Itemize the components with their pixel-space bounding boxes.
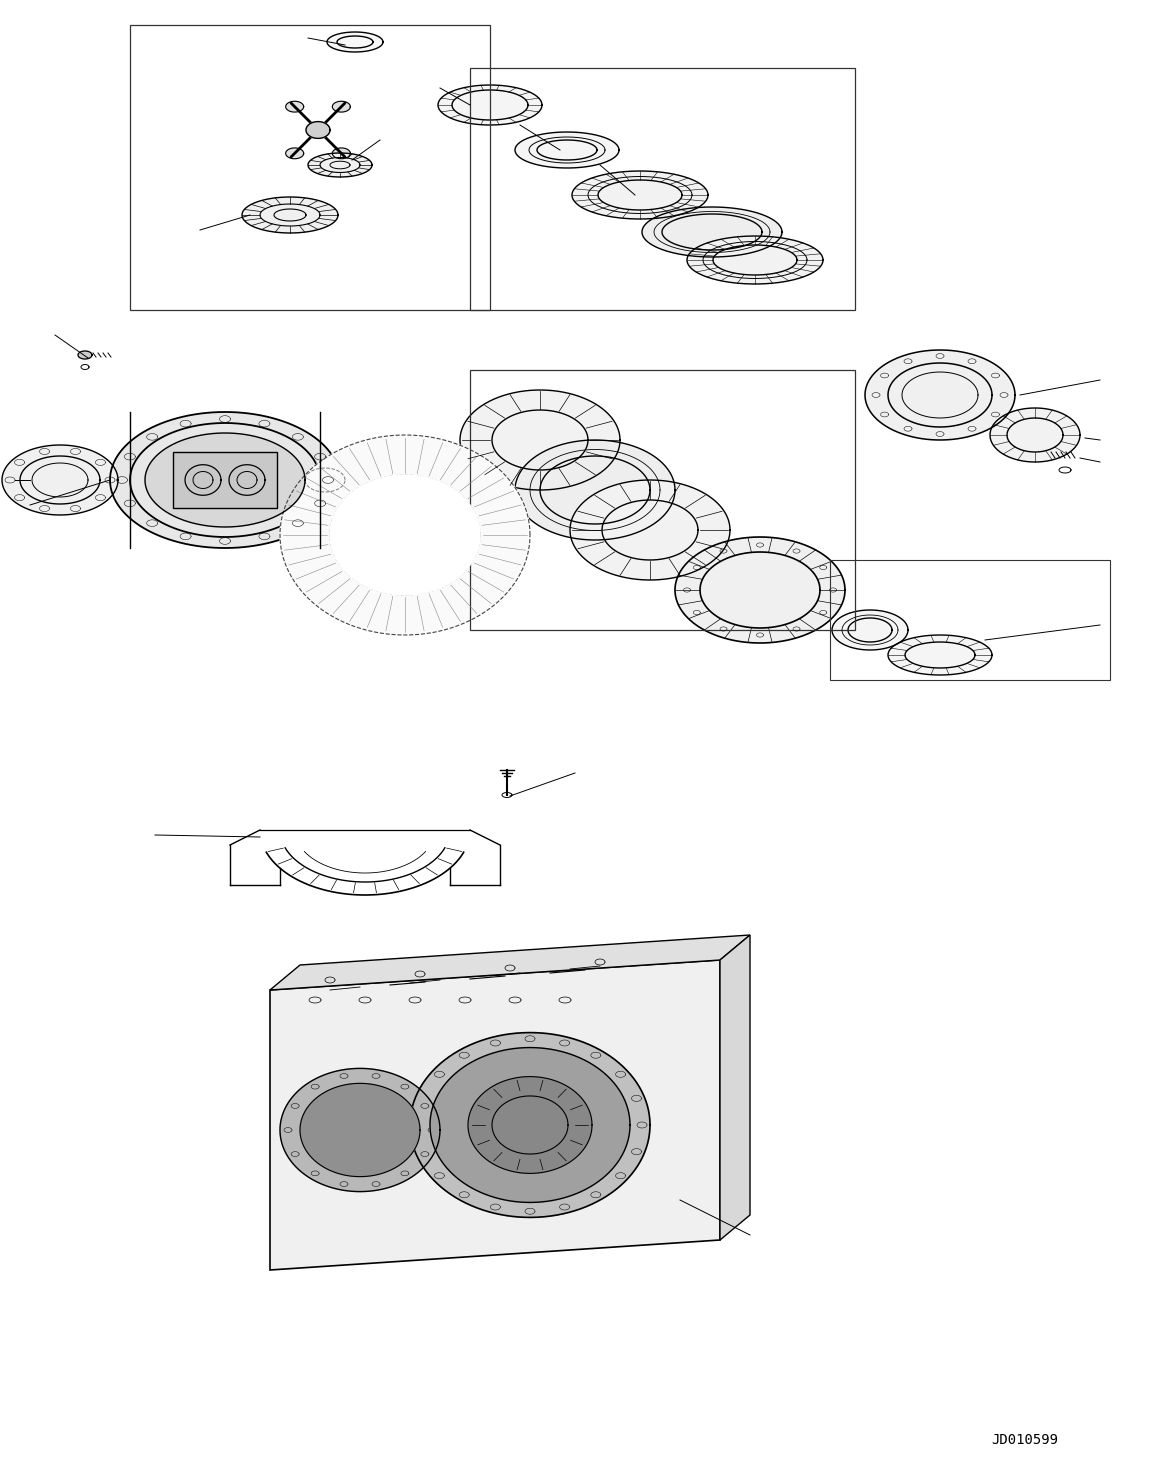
Polygon shape (285, 102, 304, 112)
Polygon shape (439, 85, 542, 125)
Polygon shape (308, 153, 372, 177)
Polygon shape (333, 147, 350, 159)
Polygon shape (2, 445, 119, 516)
Polygon shape (866, 351, 1015, 440)
Polygon shape (306, 122, 330, 138)
Polygon shape (270, 960, 721, 1270)
Polygon shape (832, 610, 908, 650)
Polygon shape (721, 935, 750, 1240)
Polygon shape (110, 412, 340, 548)
Polygon shape (460, 390, 620, 491)
Polygon shape (990, 408, 1080, 463)
Polygon shape (173, 452, 277, 508)
Polygon shape (687, 236, 823, 284)
Polygon shape (674, 538, 845, 644)
Polygon shape (300, 1083, 420, 1177)
Polygon shape (280, 435, 529, 635)
Polygon shape (327, 32, 383, 52)
Polygon shape (642, 208, 782, 256)
Polygon shape (572, 171, 708, 219)
Text: JD010599: JD010599 (991, 1433, 1059, 1446)
Polygon shape (570, 480, 730, 580)
Polygon shape (889, 635, 992, 675)
Polygon shape (514, 133, 619, 168)
Polygon shape (333, 102, 350, 112)
Polygon shape (145, 433, 305, 527)
Polygon shape (410, 1033, 650, 1217)
Polygon shape (285, 147, 304, 159)
Polygon shape (242, 197, 338, 233)
Polygon shape (78, 351, 92, 359)
Polygon shape (280, 1068, 440, 1192)
Polygon shape (270, 935, 750, 990)
Polygon shape (430, 1047, 630, 1202)
Polygon shape (330, 474, 480, 595)
Polygon shape (468, 1077, 592, 1174)
Polygon shape (514, 440, 674, 541)
